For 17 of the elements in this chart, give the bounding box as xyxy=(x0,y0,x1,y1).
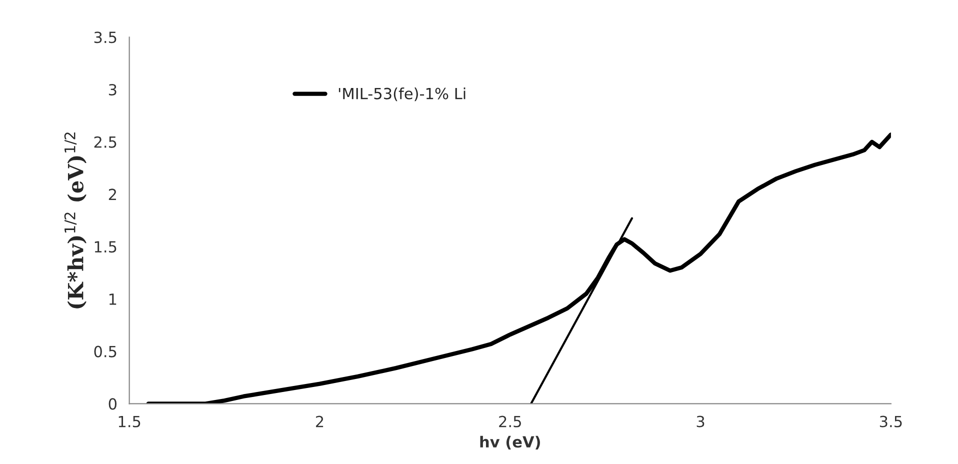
x-tick-label: 3 xyxy=(696,416,704,428)
x-tick-label: 1.5 xyxy=(118,416,140,428)
y-tick-label: 3.5 xyxy=(94,32,116,44)
y-tick-label: 2.5 xyxy=(94,136,116,148)
y-tick-label: 2 xyxy=(108,188,116,200)
y-tick-label: 1 xyxy=(109,294,116,305)
line-series xyxy=(146,132,891,404)
x-axis-title: hv (eV) xyxy=(480,436,540,450)
x-tick-label: 2 xyxy=(316,416,324,428)
y-axis-title: (K*hv)$^{1/2}$ (eV)$^{1/2}$ xyxy=(64,132,86,308)
legend-label: 'MIL-53(fe)-1% Li xyxy=(338,88,466,102)
y-tick-label: 1.5 xyxy=(94,241,116,253)
y-tick-label: 3 xyxy=(108,84,116,96)
y-tick-label: 0.5 xyxy=(94,346,116,358)
x-tick-label: 3.5 xyxy=(880,416,902,428)
y-tick-label: 0 xyxy=(108,398,117,410)
x-tick-label: 2.5 xyxy=(499,416,521,428)
